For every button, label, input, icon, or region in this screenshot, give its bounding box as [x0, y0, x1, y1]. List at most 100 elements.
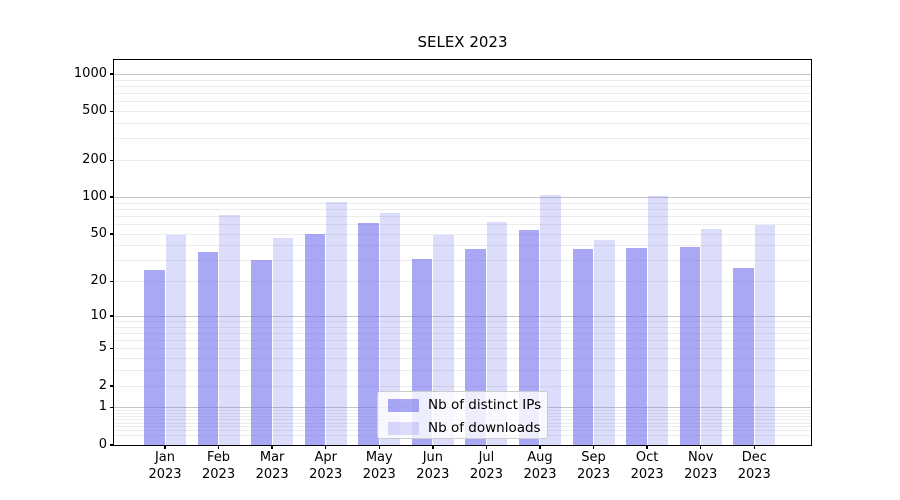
bar-nb-of-distinct-ips-nov	[679, 246, 701, 445]
y-tick-label-100: 100	[82, 188, 107, 204]
x-tick-mark-nov	[699, 445, 702, 449]
legend-label-downloads: Nb of downloads	[428, 420, 541, 436]
x-tick-mark-mar	[271, 445, 273, 449]
gridline-minor	[114, 281, 811, 283]
bar-nb-of-distinct-ips-mar	[251, 260, 272, 445]
x-tick-label-aug: Aug 2023	[523, 450, 557, 482]
y-tick-mark-1	[110, 406, 114, 409]
bar-nb-of-downloads-dec	[754, 224, 776, 445]
bar-nb-of-distinct-ips-may	[358, 223, 379, 445]
gridline-minor	[114, 123, 811, 124]
bar-nb-of-downloads-sep	[594, 240, 615, 445]
bar-nb-of-distinct-ips-sep	[572, 249, 594, 445]
y-tick-label-200: 200	[82, 152, 107, 168]
gridline-minor	[114, 370, 811, 372]
x-tick-mark-dec	[753, 445, 756, 449]
bar-nb-of-downloads-aug	[540, 194, 561, 445]
x-tick-label-apr: Apr 2023	[309, 450, 343, 482]
bar-nb-of-downloads-apr	[326, 201, 347, 445]
gridline-minor	[114, 340, 811, 342]
bar-nb-of-distinct-ips-oct	[626, 248, 647, 445]
y-tick-label-0: 0	[98, 436, 107, 452]
y-tick-label-2: 2	[98, 377, 107, 393]
bar-nb-of-downloads-nov	[701, 228, 722, 445]
x-tick-mark-sep	[592, 445, 595, 449]
x-tick-label-feb: Feb 2023	[202, 450, 236, 482]
bar-nb-of-distinct-ips-feb	[197, 252, 219, 445]
gridline-major-10	[114, 315, 811, 317]
y-tick-mark-0	[110, 444, 114, 446]
gridline-minor	[114, 160, 811, 162]
bar-nb-of-distinct-ips-dec	[733, 267, 754, 445]
x-tick-mark-may	[378, 445, 381, 449]
y-tick-label-500: 500	[82, 103, 107, 119]
legend: Nb of distinct IPs Nb of downloads	[377, 391, 548, 439]
x-tick-mark-jul	[485, 445, 488, 449]
x-tick-label-jul: Jul 2023	[469, 450, 503, 482]
y-tick-label-20: 20	[90, 273, 107, 289]
x-tick-label-nov: Nov 2023	[684, 450, 718, 482]
bar-nb-of-downloads-oct	[647, 196, 669, 445]
bar-nb-of-downloads-feb	[219, 215, 240, 445]
y-tick-mark-100	[110, 196, 114, 198]
gridline-minor	[114, 358, 811, 360]
x-tick-label-sep: Sep 2023	[577, 450, 611, 482]
y-tick-label-50: 50	[90, 225, 107, 241]
legend-swatch-downloads	[388, 421, 419, 435]
bar-nb-of-downloads-mar	[272, 237, 294, 445]
gridline-minor	[114, 215, 811, 217]
gridline-minor	[114, 79, 811, 81]
gridline-minor	[114, 101, 811, 103]
x-tick-mark-jun	[432, 445, 434, 449]
y-tick-mark-50	[110, 233, 114, 235]
gridline-minor	[114, 332, 811, 334]
gridline-minor	[114, 326, 811, 328]
y-tick-label-10: 10	[90, 307, 107, 323]
x-tick-label-jan: Jan 2023	[148, 450, 182, 482]
legend-label-distinct-ips: Nb of distinct IPs	[428, 397, 542, 413]
legend-swatch-distinct-ips	[388, 398, 419, 412]
gridline-minor	[114, 385, 811, 387]
bar-nb-of-downloads-jan	[165, 234, 186, 445]
legend-item-downloads: Nb of downloads	[378, 418, 547, 438]
gridline-minor	[114, 85, 811, 87]
y-tick-mark-5	[110, 347, 114, 350]
gridline-minor	[114, 111, 811, 113]
y-tick-label-5: 5	[98, 340, 107, 356]
bar-nb-of-downloads-may	[379, 212, 401, 445]
x-tick-label-dec: Dec 2023	[737, 450, 771, 482]
x-tick-label-may: May 2023	[362, 450, 396, 482]
gridline-major-100	[114, 196, 811, 198]
gridline-minor	[114, 233, 811, 235]
gridline-minor	[114, 202, 811, 204]
x-tick-mark-aug	[539, 445, 541, 449]
gridline-minor	[114, 245, 811, 247]
gridline-minor	[114, 224, 811, 225]
x-tick-mark-feb	[217, 445, 220, 449]
bar-nb-of-distinct-ips-apr	[304, 233, 326, 445]
x-tick-mark-oct	[646, 445, 648, 449]
gridline-minor	[114, 321, 811, 322]
gridline-minor	[114, 348, 811, 350]
bar-nb-of-distinct-ips-jan	[144, 269, 165, 445]
y-tick-mark-10	[110, 315, 114, 317]
y-tick-mark-20	[110, 280, 114, 283]
x-tick-mark-apr	[324, 445, 327, 449]
y-tick-label-1000: 1000	[73, 65, 107, 81]
y-tick-mark-1000	[110, 73, 114, 75]
y-tick-mark-500	[110, 110, 114, 113]
y-tick-mark-2	[110, 385, 114, 387]
x-tick-label-jun: Jun 2023	[416, 450, 450, 482]
gridline-major-1000	[114, 73, 811, 75]
legend-item-distinct-ips: Nb of distinct IPs	[378, 395, 547, 415]
x-tick-mark-jan	[164, 445, 166, 449]
gridline-minor	[114, 93, 811, 95]
x-tick-label-oct: Oct 2023	[630, 450, 664, 482]
y-tick-label-1: 1	[98, 399, 107, 415]
bar-nb-of-downloads-jul	[486, 222, 508, 445]
x-tick-label-mar: Mar 2023	[255, 450, 289, 482]
y-tick-mark-200	[110, 159, 114, 162]
gridline-minor	[114, 260, 811, 262]
gridline-minor	[114, 208, 811, 210]
